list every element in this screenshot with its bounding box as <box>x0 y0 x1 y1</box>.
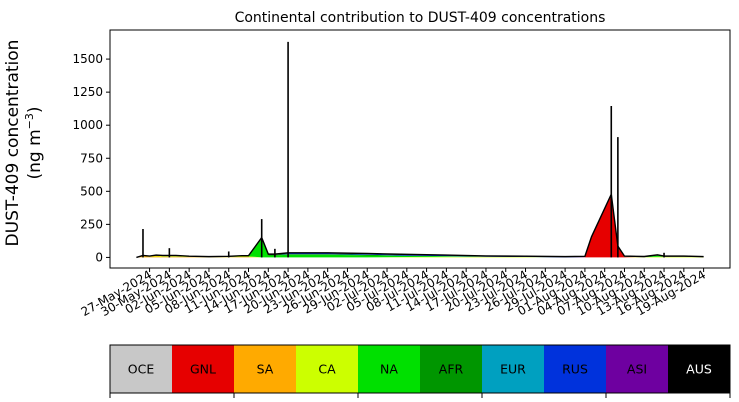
legend-frame <box>109 344 731 394</box>
y-axis-unit: (ng m <box>25 129 45 179</box>
legend-label-gnl: GNL <box>190 362 216 377</box>
total-concentration-line <box>136 191 704 259</box>
legend-swatch-oce <box>110 345 173 393</box>
axes-frame <box>109 29 731 269</box>
y-tick-label-2: 500 <box>80 184 103 198</box>
y-tick-label-3: 750 <box>80 151 103 165</box>
y-axis-unit-close: ) <box>25 106 45 113</box>
y-tick-label-0: 0 <box>95 250 103 264</box>
legend-swatch-afr <box>420 345 483 393</box>
legend-label-asi: ASI <box>627 362 647 377</box>
y-tick-label-1: 250 <box>80 217 103 231</box>
y-axis-label: DUST-409 concentration (ng m−3) <box>3 40 45 247</box>
legend-label-oce: OCE <box>128 362 155 377</box>
legend-swatch-aus <box>668 345 731 393</box>
legend-swatch-eur <box>482 345 545 393</box>
legend-label-eur: EUR <box>500 362 526 377</box>
legend-swatch-na <box>358 345 421 393</box>
y-tick-label-6: 1500 <box>72 52 103 66</box>
legend-swatch-rus <box>544 345 607 393</box>
legend-swatch-ca <box>296 345 359 393</box>
y-axis-label-line1: DUST-409 concentration <box>3 40 23 247</box>
legend-label-ca: CA <box>318 362 336 377</box>
y-tick-label-5: 1250 <box>72 85 103 99</box>
y-axis-label-line2: (ng m−3) <box>23 106 45 179</box>
legend-colorbar: OCE GNL SA CA NA AFR EUR RUS ASI AUS <box>109 344 731 398</box>
legend-swatch-sa <box>234 345 297 393</box>
legend-label-afr: AFR <box>439 362 464 377</box>
plot-area <box>136 41 704 259</box>
legend-label-aus: AUS <box>686 362 712 377</box>
axes: 025050075010001250150027-May-202430-May-… <box>72 29 731 319</box>
chart-title: Continental contribution to DUST-409 con… <box>235 10 606 26</box>
legend-label-na: NA <box>380 362 398 377</box>
y-tick-label-4: 1000 <box>72 118 103 132</box>
legend-swatch-gnl <box>172 345 235 393</box>
legend-label-sa: SA <box>257 362 274 377</box>
y-axis-unit-exponent: −3 <box>23 113 36 129</box>
legend-swatch-asi <box>606 345 669 393</box>
legend-label-rus: RUS <box>562 362 588 377</box>
